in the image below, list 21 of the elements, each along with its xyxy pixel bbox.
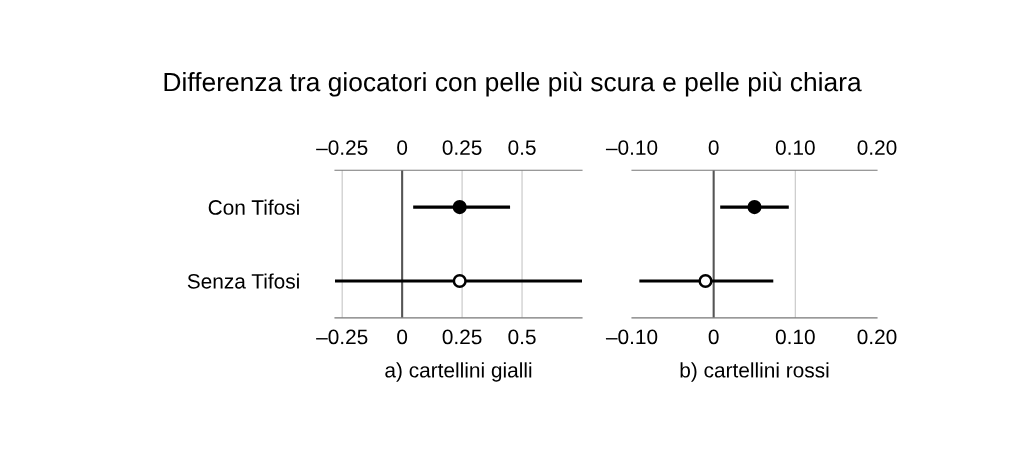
x2-tick-label: –0.25: [316, 140, 368, 155]
x-tick-label: 0.20: [857, 329, 897, 345]
x-axis-title: a) cartellini gialli: [385, 362, 532, 382]
y-tick-label: Senza Tifosi: [187, 273, 299, 289]
x2-tick-label: 0.25: [442, 140, 482, 155]
x-tick-label: 0.25: [442, 329, 482, 345]
x2-tick-label: 0.5: [508, 140, 536, 155]
x-axis-title: b) cartellini rossi: [680, 362, 829, 382]
x-tick-label: 0: [708, 329, 719, 345]
x-tick-label: 0.10: [775, 329, 815, 345]
x2-tick-label: 0: [397, 140, 408, 155]
x-tick-label: –0.10: [605, 329, 658, 345]
x2-tick-label: –0.10: [605, 140, 658, 155]
chart-title: Differenza tra giocatori con pelle più scura e pelle più chiara: [164, 71, 862, 97]
x2-tick-label: 0.10: [775, 140, 815, 155]
y-tick-label: Con Tifosi: [208, 199, 299, 215]
x-tick-label: –0.25: [316, 329, 368, 345]
x2-tick-label: 0: [708, 140, 719, 155]
x2-tick-label: 0.20: [857, 140, 897, 155]
x-tick-label: 0: [397, 329, 408, 345]
x-tick-label: 0.5: [508, 329, 536, 345]
